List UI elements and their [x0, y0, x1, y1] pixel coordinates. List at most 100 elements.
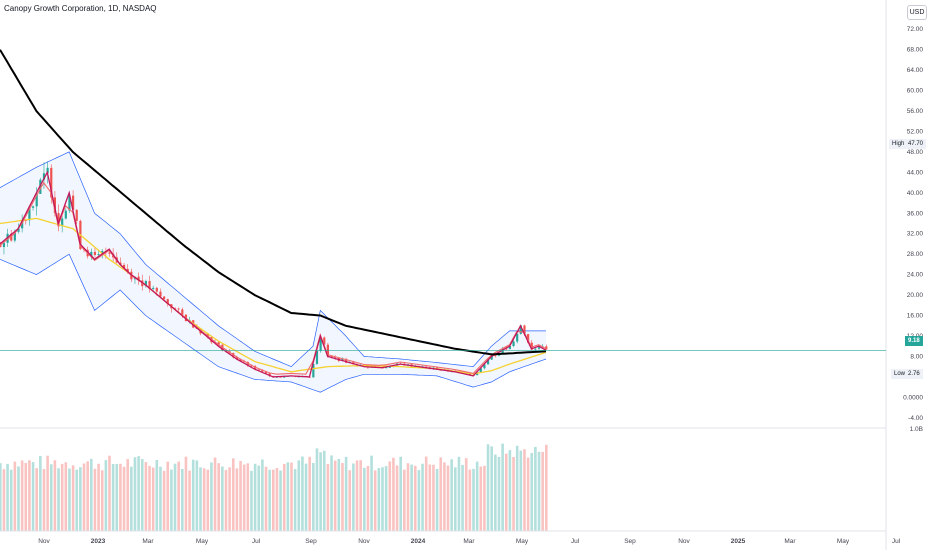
volume-bar: [221, 466, 224, 531]
time-tick: Mar: [784, 538, 796, 545]
volume-bar: [424, 456, 428, 531]
volume-bar: [417, 470, 421, 531]
volume-bar: [6, 463, 9, 531]
candle: [137, 276, 140, 281]
last-price-badge: 9.18: [905, 336, 923, 346]
volume-bar: [104, 460, 108, 531]
volume-bar: [46, 455, 49, 531]
time-tick: Sep: [624, 538, 636, 545]
volume-bar: [501, 443, 504, 531]
price-tick: 44.00: [907, 169, 924, 176]
volume-bar: [199, 467, 202, 531]
volume-bar: [155, 460, 159, 531]
price-tick: 48.00: [907, 149, 924, 156]
candle: [144, 280, 147, 287]
volume-bar: [352, 463, 355, 531]
volume-bar: [217, 463, 220, 531]
volume-bar: [39, 455, 42, 531]
volume-bar: [159, 466, 162, 531]
volume-bar: [504, 453, 508, 531]
candle: [545, 346, 548, 350]
volume-bar: [282, 463, 286, 531]
candle: [90, 251, 93, 257]
volume-bar: [177, 461, 180, 531]
volume-bar: [35, 468, 38, 531]
candle: [61, 218, 64, 227]
volume-bar: [228, 467, 231, 531]
bollinger-fill: [0, 151, 546, 393]
candle: [315, 351, 319, 364]
candle: [57, 213, 60, 227]
volume-bar: [60, 463, 64, 531]
volume-bar: [126, 459, 129, 531]
high-value: 47.70: [905, 139, 927, 149]
volume-bar: [301, 456, 304, 531]
price-tick: 72.00: [907, 26, 924, 33]
currency-button[interactable]: USD: [907, 5, 927, 20]
candle: [388, 367, 391, 368]
volume-bar: [468, 469, 472, 531]
volume-bar: [250, 470, 253, 531]
volume-bar: [486, 444, 490, 531]
volume-bar: [170, 469, 173, 531]
time-tick: Nov: [678, 538, 690, 545]
volume-bar: [264, 466, 268, 531]
candle: [64, 210, 67, 219]
volume-bar: [93, 468, 97, 531]
volume-bar: [319, 452, 322, 531]
candle: [527, 334, 530, 343]
candle: [468, 373, 471, 375]
candle: [122, 264, 126, 269]
volume-bar: [508, 450, 512, 531]
volume-bar: [31, 462, 35, 531]
candle: [177, 308, 180, 310]
price-tick: 32.00: [907, 231, 924, 238]
volume-bar: [461, 464, 464, 531]
price-tick: 28.00: [907, 251, 924, 258]
volume-bar: [130, 466, 133, 531]
volume-bar: [439, 457, 443, 531]
time-axis: Nov 2023 Mar May Jul Sep Nov 2024 Mar May Jul Sep No…: [38, 538, 900, 545]
price-tick: 36.00: [907, 210, 924, 217]
volume-bar: [403, 469, 406, 531]
candle: [97, 254, 100, 255]
candle: [254, 365, 257, 370]
candle: [494, 355, 497, 357]
volume-bar: [231, 458, 235, 531]
time-tick: Nov: [38, 538, 50, 545]
candle: [39, 179, 42, 194]
volume-bar: [523, 449, 526, 531]
volume-bar: [435, 468, 439, 531]
candle: [68, 195, 71, 211]
candle: [166, 299, 169, 305]
candle: [334, 356, 337, 358]
price-tick: 60.00: [907, 88, 924, 95]
volume-bar: [355, 460, 359, 531]
time-tick: May: [516, 538, 529, 545]
candle: [261, 370, 264, 372]
candle: [148, 280, 151, 289]
volume-bar: [2, 469, 6, 531]
volume-bars: [0, 443, 548, 531]
volume-bar: [443, 462, 446, 531]
candle: [257, 369, 260, 371]
candle: [279, 376, 282, 378]
volume-bar: [133, 457, 137, 531]
volume-bar: [413, 465, 417, 531]
candle: [206, 333, 209, 338]
volume-bar: [341, 462, 344, 531]
volume-bar: [290, 462, 293, 531]
volume-bar: [119, 463, 122, 531]
volume-bar: [337, 458, 341, 531]
volume-bar: [42, 469, 46, 531]
time-tick: Sep: [305, 538, 317, 545]
volume-bar: [111, 463, 115, 531]
volume-bar: [530, 452, 534, 531]
volume-bar: [140, 459, 144, 531]
candle: [508, 346, 511, 349]
candle: [152, 287, 155, 289]
volume-bar: [137, 456, 140, 531]
volume-bar: [162, 470, 166, 531]
volume-bar: [100, 470, 104, 531]
